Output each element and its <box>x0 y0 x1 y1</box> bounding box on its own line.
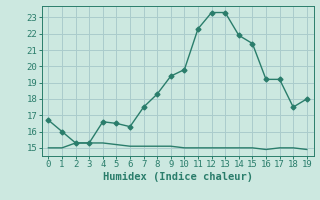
X-axis label: Humidex (Indice chaleur): Humidex (Indice chaleur) <box>103 172 252 182</box>
